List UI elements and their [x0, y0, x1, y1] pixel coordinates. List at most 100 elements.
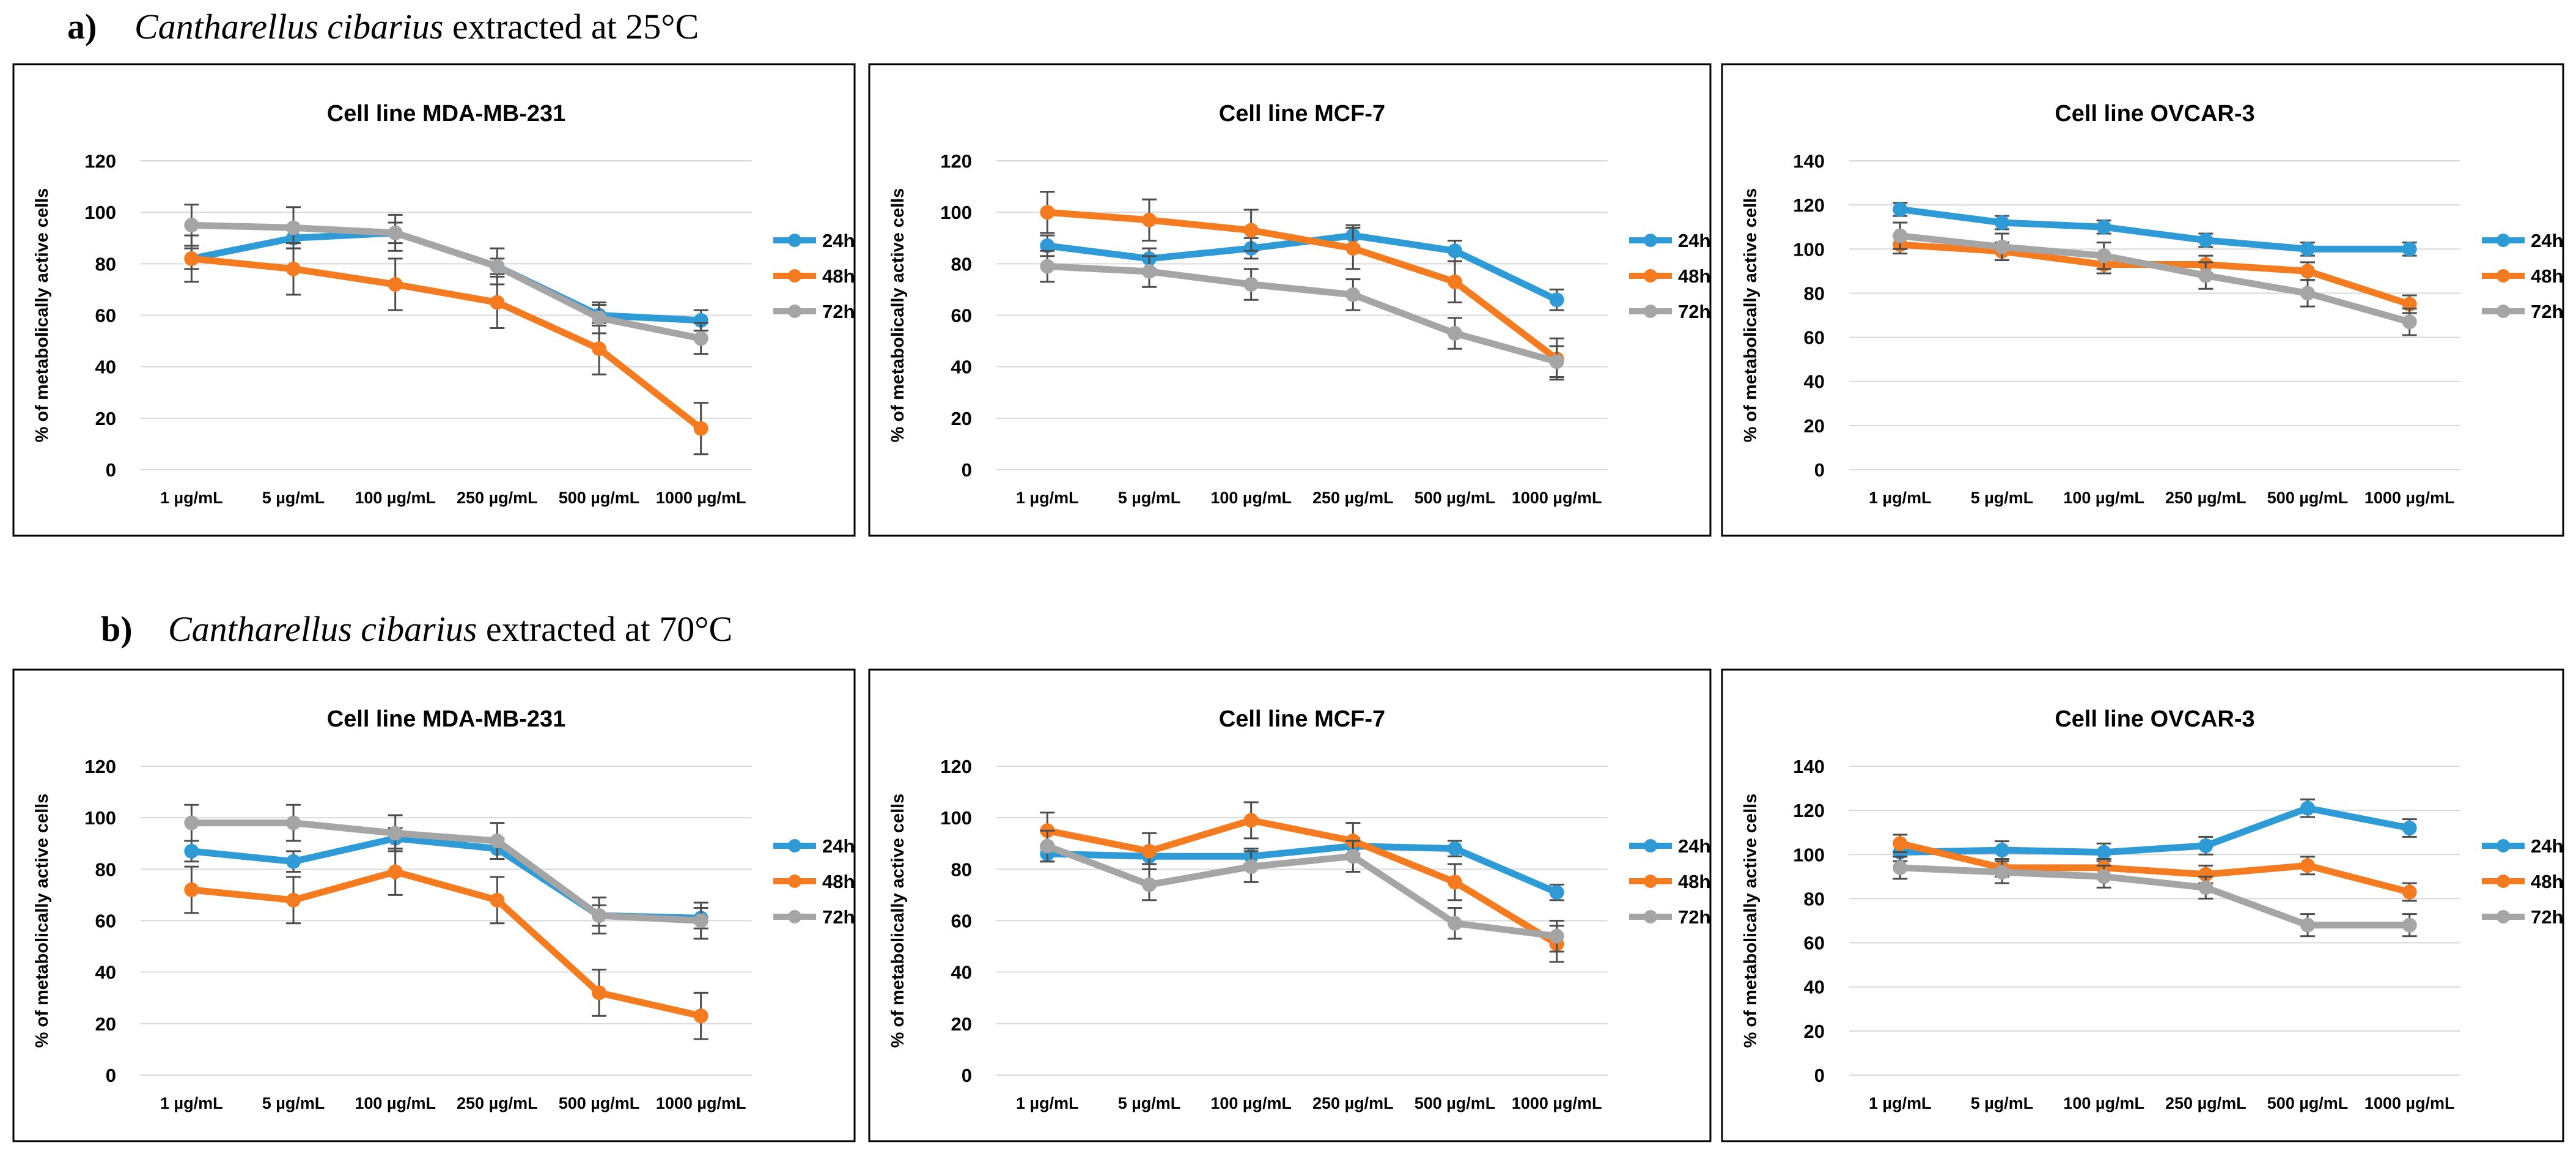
x-tick-label: 1 µg/mL — [1016, 1094, 1079, 1112]
data-point — [2198, 838, 2214, 853]
legend-marker — [2497, 269, 2510, 283]
legend-label: 24h — [1678, 835, 1710, 857]
legend-item-24h: 24h — [773, 230, 855, 251]
y-tick-label: 40 — [951, 357, 972, 378]
x-tick-label: 500 µg/mL — [2267, 1094, 2349, 1112]
data-point — [1142, 212, 1157, 227]
data-point — [1243, 223, 1259, 238]
data-point — [388, 864, 403, 879]
x-tick-label: 5 µg/mL — [1971, 489, 2034, 507]
data-point — [388, 826, 403, 841]
chart-a-mda-mb-231: Cell line MDA-MB-231 0 20 40 60 80 100 120 % of … — [12, 63, 856, 537]
legend-item-24h: 24h — [773, 835, 855, 857]
data-point — [1549, 292, 1564, 308]
data-point — [1995, 215, 2009, 230]
y-tick-label: 100 — [84, 202, 116, 223]
legend-item-24h: 24h — [2482, 835, 2563, 857]
legend-label: 48h — [2531, 265, 2563, 287]
chart-b-mda-mb-231: Cell line MDA-MB-231 0 20 40 60 80 100 120 % of … — [12, 668, 856, 1142]
y-axis-label: % of metabolically active cells — [32, 188, 52, 443]
x-tick-label: 100 µg/mL — [1210, 489, 1292, 507]
y-tick-label: 60 — [95, 911, 116, 932]
legend-item-24h: 24h — [2482, 230, 2563, 251]
data-point — [1345, 241, 1361, 256]
data-point — [1995, 865, 2009, 880]
x-tick-label: 1000 µg/mL — [656, 1094, 746, 1112]
legend-marker — [788, 305, 801, 318]
data-point — [184, 815, 199, 830]
data-point — [1243, 813, 1259, 828]
legend-label: 72h — [1678, 301, 1710, 322]
section-label: b) — [101, 609, 133, 649]
legend-item-72h: 72h — [1629, 906, 1710, 928]
x-tick-label: 250 µg/mL — [457, 1094, 538, 1112]
x-tick-label: 1 µg/mL — [160, 1094, 223, 1112]
data-point — [1448, 875, 1462, 890]
x-tick-label: 100 µg/mL — [2063, 489, 2144, 507]
y-tick-label: 120 — [1793, 800, 1825, 821]
y-tick-label: 80 — [951, 253, 972, 275]
series-72h — [184, 204, 708, 355]
y-tick-label: 20 — [95, 1013, 116, 1035]
legend-item-24h: 24h — [1629, 230, 1710, 251]
data-point — [1549, 928, 1564, 944]
y-tick-label: 80 — [1804, 888, 1825, 909]
series-24h — [1893, 798, 2417, 862]
data-point — [1893, 860, 1908, 875]
data-point — [2300, 801, 2315, 816]
x-tick-label: 500 µg/mL — [1415, 489, 1496, 507]
data-point — [286, 854, 301, 869]
x-tick-label: 1 µg/mL — [160, 489, 223, 507]
y-tick-label: 20 — [1804, 415, 1825, 437]
series-24h — [1893, 202, 2417, 257]
section-title-a: a) Cantharellus cibarius extracted at 25°… — [67, 6, 699, 47]
species-name: Cantharellus cibarius — [168, 609, 477, 649]
data-point — [1893, 836, 1908, 851]
data-point — [592, 341, 606, 357]
series-72h — [1040, 829, 1564, 953]
series-line-24h — [1896, 805, 2413, 856]
data-point — [2300, 242, 2315, 257]
legend-marker — [2497, 875, 2510, 888]
chart-title: Cell line OVCAR-3 — [2055, 706, 2254, 732]
y-tick-label: 20 — [95, 408, 116, 429]
y-tick-label: 100 — [940, 807, 972, 829]
x-tick-label: 250 µg/mL — [2165, 489, 2247, 507]
y-tick-label: 100 — [940, 202, 972, 223]
y-axis-label: % of metabolically active cells — [1741, 188, 1761, 443]
x-tick-label: 1000 µg/mL — [1512, 489, 1602, 507]
legend-marker — [788, 234, 801, 247]
data-point — [1345, 849, 1361, 864]
legend-label: 24h — [2531, 230, 2563, 251]
legend-label: 24h — [1678, 230, 1710, 251]
data-point — [1142, 264, 1157, 279]
legend-label: 24h — [822, 835, 855, 857]
y-tick-label: 120 — [1793, 194, 1825, 216]
y-tick-label: 40 — [95, 357, 116, 378]
y-tick-label: 0 — [962, 1065, 972, 1086]
y-tick-label: 40 — [951, 962, 972, 983]
chart-frame — [12, 63, 856, 537]
legend-label: 72h — [1678, 906, 1710, 928]
data-point — [184, 218, 199, 233]
data-point — [1549, 354, 1564, 369]
y-tick-label: 60 — [1804, 327, 1825, 349]
data-point — [2300, 917, 2315, 933]
series-line-48h — [188, 868, 705, 1019]
x-tick-label: 1000 µg/mL — [656, 489, 746, 507]
y-tick-label: 0 — [1814, 1065, 1825, 1086]
series-line-72h — [188, 819, 705, 924]
data-point — [1142, 843, 1157, 859]
y-tick-label: 60 — [951, 305, 972, 327]
legend-item-72h: 72h — [1629, 301, 1710, 322]
chart-title: Cell line MCF-7 — [1219, 101, 1385, 127]
data-point — [693, 913, 708, 928]
data-point — [1549, 885, 1564, 900]
legend-item-48h: 48h — [773, 871, 855, 892]
series-line-24h — [1043, 842, 1561, 896]
data-point — [2300, 286, 2315, 301]
y-tick-label: 100 — [1793, 844, 1825, 865]
legend-item-72h: 72h — [2482, 301, 2563, 322]
data-point — [490, 295, 505, 310]
chart-b-mcf-7: Cell line MCF-7 0 20 40 60 80 100 120 % of metab… — [868, 668, 1712, 1142]
